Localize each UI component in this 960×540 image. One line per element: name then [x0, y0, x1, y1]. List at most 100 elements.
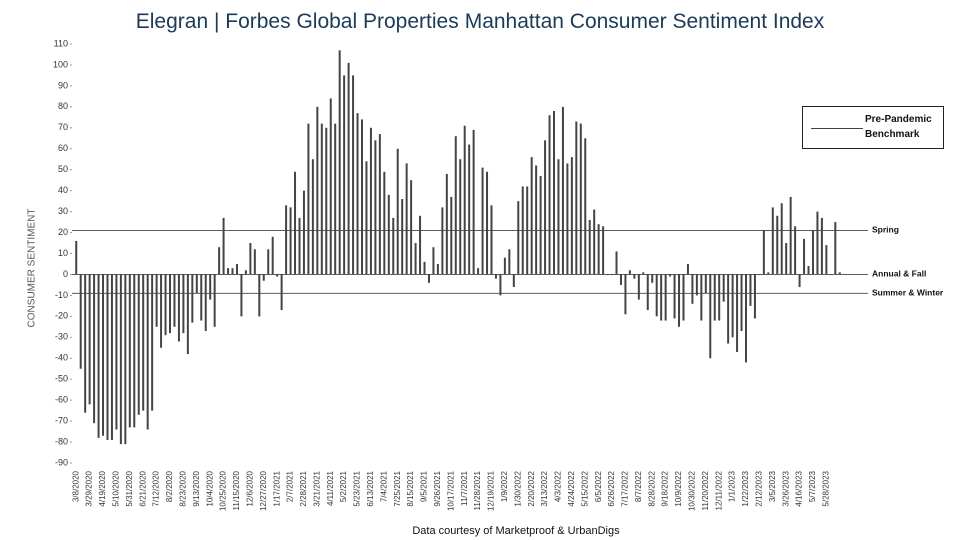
bar [209, 274, 212, 300]
x-tick-label: 5/28/2023 [821, 470, 830, 506]
x-tick-label: 9/26/2021 [433, 470, 442, 506]
y-tick-label: 60 [58, 143, 68, 153]
x-tick-label: 2/12/2023 [755, 470, 764, 506]
bar [548, 115, 551, 275]
x-tick-label: 6/26/2022 [607, 470, 616, 506]
bar [445, 173, 448, 275]
x-tick-label: 2/20/2022 [527, 470, 536, 506]
x-tick-label: 4/11/2021 [326, 470, 335, 506]
x-tick-label: 7/17/2022 [621, 470, 630, 506]
bar [169, 274, 171, 334]
bar [722, 274, 725, 302]
bar [753, 274, 756, 319]
bar [803, 238, 806, 275]
x-tick-label: 2/7/2021 [286, 470, 295, 502]
bar [423, 261, 426, 275]
chart-title: Elegran | Forbes Global Properties Manhat… [136, 10, 825, 33]
title-brand: Elegran | Forbes Global Properties [136, 10, 459, 33]
x-tick-label: 11/20/2022 [701, 470, 710, 510]
bar [289, 207, 292, 275]
bar [575, 121, 578, 275]
x-tick-label: 5/7/2023 [808, 470, 817, 502]
bar [436, 263, 439, 275]
bar [481, 167, 484, 275]
x-tick-label: 1/30/2022 [513, 470, 522, 506]
x-tick-label: 8/7/2022 [634, 470, 643, 502]
bar [186, 274, 189, 355]
bar [517, 201, 520, 275]
y-tick-label: -20 [55, 311, 68, 321]
bar [695, 274, 698, 296]
bar [142, 274, 145, 411]
bar [713, 274, 716, 321]
x-tick-label: 5/31/2020 [125, 470, 134, 506]
bar [526, 186, 529, 275]
y-tick-label: 70 [58, 122, 68, 132]
x-tick-label: 11/28/2021 [473, 470, 482, 510]
bar [235, 263, 238, 275]
bar [450, 196, 453, 275]
bar [84, 274, 87, 413]
bar [807, 266, 810, 275]
y-tick-label: 80 [58, 101, 68, 111]
y-tick-label: -40 [55, 353, 68, 363]
x-tick-label: 4/3/2022 [554, 470, 563, 502]
bar [195, 274, 198, 294]
bar [329, 98, 332, 275]
bar [740, 274, 743, 332]
x-tick-label: 4/16/2023 [795, 470, 804, 506]
bar [177, 274, 180, 342]
bar [182, 274, 185, 334]
bar [454, 136, 457, 275]
bar [97, 274, 100, 438]
bar [664, 274, 667, 321]
bar [709, 274, 712, 359]
bar [776, 215, 779, 275]
bar [164, 274, 167, 336]
bar [798, 274, 801, 288]
bar [780, 203, 783, 275]
bar [151, 274, 154, 411]
bar [642, 272, 645, 275]
bar [115, 274, 118, 430]
bar [539, 175, 542, 275]
bar [106, 274, 109, 440]
bar [816, 211, 819, 275]
x-tick-label: 10/25/2020 [219, 470, 228, 511]
bar [432, 247, 435, 275]
bar [365, 161, 368, 275]
bar [619, 274, 622, 285]
bar [419, 215, 422, 275]
bar [544, 140, 547, 275]
bar [820, 217, 823, 275]
x-tick-label: 12/19/2021 [487, 470, 496, 511]
bar [834, 222, 837, 275]
x-tick-label: 5/10/2020 [112, 470, 121, 506]
bar [731, 274, 734, 338]
x-tick-label: 10/9/2022 [674, 470, 683, 506]
bar [785, 243, 788, 275]
bar [410, 180, 413, 275]
bar [494, 274, 497, 279]
bar [307, 123, 310, 275]
bar [414, 243, 417, 275]
bar [334, 123, 337, 275]
x-tick-label: 12/6/2020 [245, 470, 254, 506]
bar [204, 274, 207, 332]
bar [133, 274, 136, 428]
bar [490, 205, 493, 275]
bar [669, 274, 672, 277]
bar [227, 268, 230, 275]
bar [249, 243, 252, 275]
y-tick-label: 100 [53, 59, 68, 69]
y-tick-label: 110 [54, 38, 68, 48]
bar [557, 159, 560, 275]
x-tick-label: 8/23/2020 [179, 470, 188, 506]
bar [503, 257, 506, 275]
y-tick-label: -80 [55, 436, 68, 446]
bar [606, 274, 609, 276]
bar [102, 274, 105, 436]
bar [155, 274, 158, 327]
bar [682, 274, 685, 321]
bar [499, 274, 502, 296]
